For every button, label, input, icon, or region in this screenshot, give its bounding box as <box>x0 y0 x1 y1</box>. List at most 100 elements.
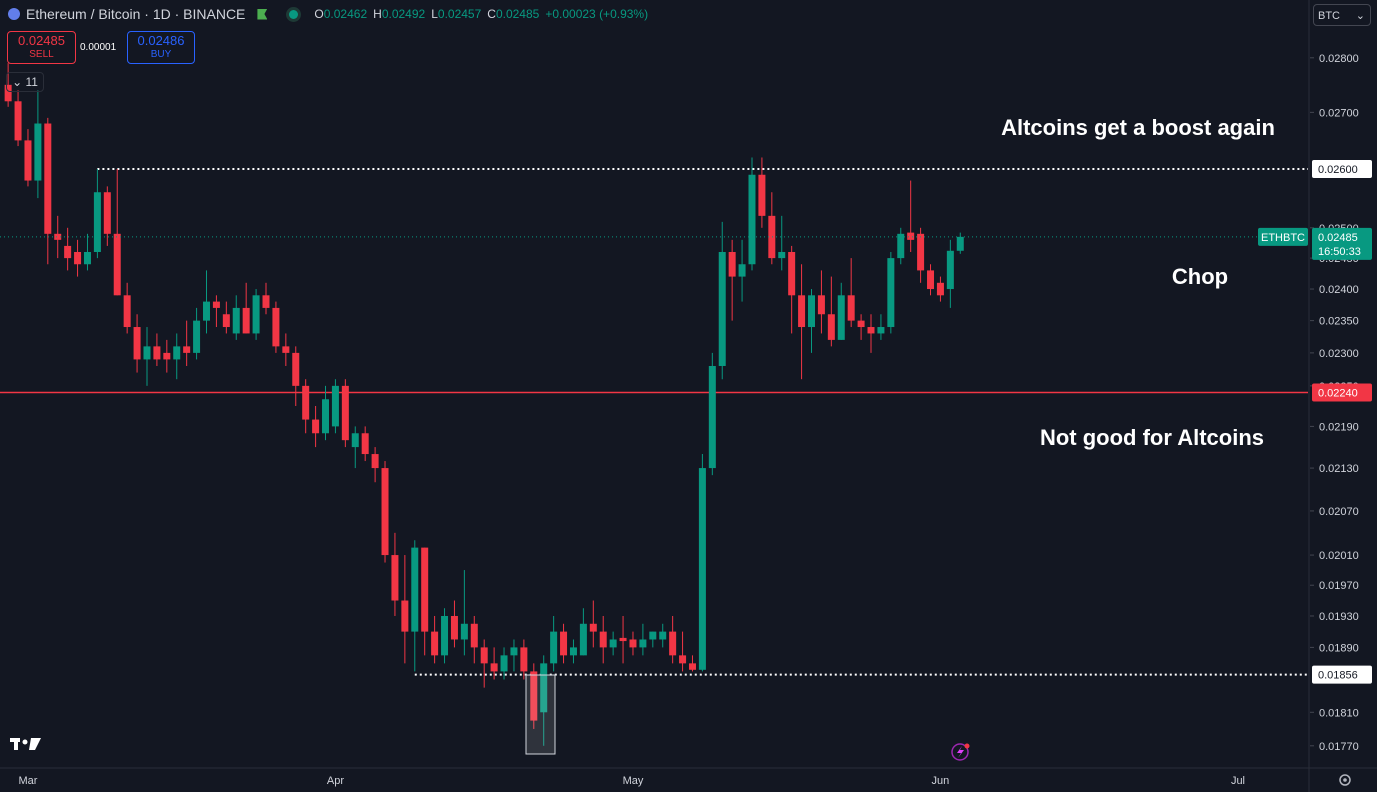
candle-body <box>272 307 280 347</box>
candle-body <box>163 352 171 360</box>
candle-body <box>173 346 181 360</box>
countdown: 16:50:33 <box>1318 246 1361 258</box>
candle-body <box>659 631 667 640</box>
candle <box>639 623 647 656</box>
indicator-count: 11 <box>25 75 38 89</box>
candle-body <box>411 547 419 632</box>
candle-body <box>530 671 538 721</box>
symbol-icon <box>8 8 20 20</box>
candle <box>173 333 181 380</box>
x-tick-label: Apr <box>327 775 344 787</box>
candle-body <box>956 236 964 251</box>
candle <box>669 615 677 664</box>
candle <box>837 282 845 340</box>
candle-body <box>361 433 369 455</box>
price-badge-label: 0.02600 <box>1318 164 1358 176</box>
candle-body <box>698 468 706 670</box>
settings-icon[interactable] <box>1339 774 1351 786</box>
candle <box>589 600 597 648</box>
chevron: ⌄ <box>12 75 26 89</box>
x-tick-label: Mar <box>18 775 37 787</box>
y-tick-label: 0.02350 <box>1319 316 1359 328</box>
flag[interactable] <box>257 8 268 20</box>
ohlc: O0.02462 H0.02492 L0.02457 C0.02485 <box>314 7 539 21</box>
candle <box>202 270 210 334</box>
candle <box>421 547 429 656</box>
symbol-badge <box>1258 227 1308 246</box>
candle <box>391 532 399 616</box>
candle-body <box>322 399 330 434</box>
candle <box>599 615 607 664</box>
candle <box>817 270 825 334</box>
candle <box>470 615 478 664</box>
buy-price: 0.02486 <box>137 33 185 48</box>
candle-body <box>917 233 925 271</box>
candle-body <box>490 663 498 672</box>
candle-body <box>887 258 895 328</box>
candle <box>927 264 935 296</box>
candle-body <box>569 647 577 656</box>
candle <box>411 540 419 672</box>
candle-body <box>302 385 310 420</box>
candle <box>242 282 250 334</box>
candle <box>946 239 954 308</box>
currency-select[interactable]: BTC ⌄ <box>1313 4 1371 26</box>
candle <box>54 215 62 259</box>
y-tick-label: 0.01890 <box>1319 642 1359 654</box>
candle <box>708 352 716 476</box>
candle-body <box>619 637 627 642</box>
candle-body <box>520 647 528 672</box>
candle <box>907 180 915 253</box>
candle-body <box>897 233 905 259</box>
candle <box>431 615 439 664</box>
candle <box>788 245 796 334</box>
candle-body <box>599 631 607 648</box>
candle-body <box>560 631 568 656</box>
current-price-badge <box>1312 227 1372 260</box>
candle <box>44 117 52 265</box>
candle <box>222 301 230 334</box>
candle <box>500 647 508 680</box>
x-tick-label: Jun <box>932 775 950 787</box>
candle-body <box>460 623 468 640</box>
ohlc-value: 0.02485 <box>495 7 540 21</box>
candle <box>113 168 121 296</box>
candle <box>530 663 538 729</box>
candle <box>232 295 240 340</box>
candle-body <box>74 252 82 265</box>
candle <box>936 276 944 302</box>
candle-body <box>242 307 250 334</box>
candle-body <box>64 245 72 259</box>
candle <box>262 282 270 315</box>
sell-button[interactable]: 0.02485 SELL <box>7 31 76 64</box>
candle <box>441 608 449 664</box>
candle-body <box>778 252 786 259</box>
candle <box>629 631 637 656</box>
annotation: Not good for Altcoins <box>1040 425 1264 450</box>
indicators-toggle[interactable]: ⌄ 11 <box>6 72 44 92</box>
candle-body <box>24 140 32 181</box>
candle <box>778 215 786 271</box>
candle-body <box>391 555 399 601</box>
candle <box>123 282 131 334</box>
candle <box>341 379 349 448</box>
candle <box>758 157 766 228</box>
candle <box>4 63 12 107</box>
candle-body <box>212 301 220 308</box>
symbol[interactable]: Ethereum / Bitcoin · 1D · BINANCE <box>26 6 246 22</box>
candle <box>292 346 300 406</box>
candle-body <box>113 233 121 296</box>
candle-body <box>510 647 518 656</box>
candle <box>302 379 310 434</box>
candle <box>619 615 627 664</box>
ohlc-key: H <box>373 7 382 21</box>
candle <box>450 600 458 648</box>
y-tick-label: 0.01930 <box>1319 611 1359 623</box>
buy-button[interactable]: 0.02486 BUY <box>127 31 195 64</box>
candle <box>827 276 835 347</box>
y-tick-label: 0.02010 <box>1319 550 1359 562</box>
highlight-box <box>525 674 556 755</box>
candle-body <box>579 623 587 656</box>
